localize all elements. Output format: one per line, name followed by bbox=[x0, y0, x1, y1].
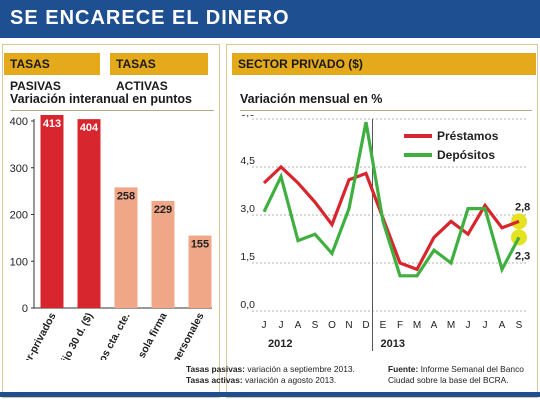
end-value-label: 2,8 bbox=[515, 201, 530, 213]
bar bbox=[151, 200, 175, 308]
source-note: Fuente: Informe Semanal del Banco Ciudad… bbox=[388, 364, 536, 386]
note-activas-text: variación a agosto 2013. bbox=[244, 375, 337, 385]
y-tick-label: 1,5 bbox=[240, 251, 255, 263]
end-highlight bbox=[511, 229, 527, 246]
note-pasivas-text: variación a septiembre 2013. bbox=[247, 364, 355, 374]
tab-sector-privado: SECTOR PRIVADO ($) bbox=[232, 53, 536, 75]
y-tick-label: 0,0 bbox=[240, 299, 255, 311]
end-value-label: 2,3 bbox=[515, 250, 530, 262]
bar-title-rule bbox=[10, 110, 214, 111]
bar-value-label: 155 bbox=[191, 239, 209, 251]
series-line bbox=[262, 164, 520, 272]
year-label: 2012 bbox=[268, 338, 292, 350]
month-label: A bbox=[431, 320, 438, 331]
line-title-rule bbox=[240, 110, 532, 111]
series-line bbox=[262, 121, 521, 278]
month-label: S bbox=[516, 320, 523, 331]
month-label: A bbox=[499, 320, 506, 331]
month-label: N bbox=[345, 320, 352, 331]
note-pasivas-label: Tasas pasivas: bbox=[186, 364, 245, 374]
year-label: 2013 bbox=[381, 338, 405, 350]
source-label: Fuente: bbox=[388, 364, 419, 374]
bar bbox=[188, 235, 212, 308]
bar-value-label: 404 bbox=[80, 122, 99, 134]
end-highlight bbox=[511, 213, 527, 230]
month-label: M bbox=[413, 320, 421, 331]
bar bbox=[114, 187, 138, 308]
bar bbox=[40, 115, 64, 308]
line-chart-title: Variación mensual en % bbox=[240, 92, 383, 106]
note-activas-label: Tasas activas: bbox=[186, 375, 243, 385]
header-banner: SE ENCARECE EL DINERO bbox=[0, 0, 540, 38]
note-tasas-pasivas: Tasas pasivas: variación a septiembre 20… bbox=[186, 364, 355, 375]
tab-tasas-pasivas: TASAS PASIVAS bbox=[4, 53, 100, 93]
note-tasas-activas: Tasas activas: variación a agosto 2013. bbox=[186, 375, 336, 386]
y-tick-label: 3,0 bbox=[240, 203, 255, 215]
month-label: J bbox=[483, 320, 488, 331]
line-chart: 0,01,53,04,56,0JJASONDEFMAMJJAS201220132… bbox=[240, 115, 530, 351]
month-label: J bbox=[279, 320, 284, 331]
y-tick-label: 300 bbox=[10, 163, 28, 175]
left-panel bbox=[2, 44, 220, 398]
right-panel bbox=[226, 44, 538, 398]
month-label: E bbox=[380, 320, 387, 331]
bar-value-label: 229 bbox=[154, 204, 172, 216]
tab-tasas-activas: TASAS ACTIVAS bbox=[110, 53, 208, 93]
y-tick-label: 4,5 bbox=[240, 155, 255, 167]
y-tick-label: 0 bbox=[22, 303, 28, 315]
y-tick-label: 400 bbox=[10, 116, 28, 128]
month-label: O bbox=[328, 320, 336, 331]
y-tick-label: 200 bbox=[10, 210, 28, 222]
bar-value-label: 258 bbox=[117, 190, 135, 202]
month-label: D bbox=[362, 320, 369, 331]
page-title: SE ENCARECE EL DINERO bbox=[10, 7, 290, 29]
month-label: F bbox=[397, 320, 403, 331]
bar-value-label: 413 bbox=[43, 118, 61, 130]
month-label: A bbox=[295, 320, 302, 331]
bar bbox=[77, 119, 101, 308]
month-label: M bbox=[447, 320, 455, 331]
source-text: Informe Semanal del Banco Ciudad sobre l… bbox=[388, 364, 524, 385]
month-label: S bbox=[312, 320, 319, 331]
legend-label: Préstamos bbox=[437, 129, 499, 143]
category-label: Badlar-privados bbox=[11, 311, 59, 360]
bar-chart: 0 100 200 300 400 413 Badlar-privados 404 P. fij… bbox=[10, 115, 212, 360]
y-tick-label: 6,0 bbox=[240, 115, 255, 119]
month-label: J bbox=[466, 320, 471, 331]
legend-label: Depósitos bbox=[437, 148, 495, 162]
y-tick-label: 100 bbox=[10, 256, 28, 268]
month-label: J bbox=[262, 320, 267, 331]
bar-chart-title: Variación interanual en puntos bbox=[10, 92, 192, 106]
footer-rule bbox=[0, 392, 540, 397]
category-label: P. fijo 30 d. ($) bbox=[52, 311, 95, 360]
